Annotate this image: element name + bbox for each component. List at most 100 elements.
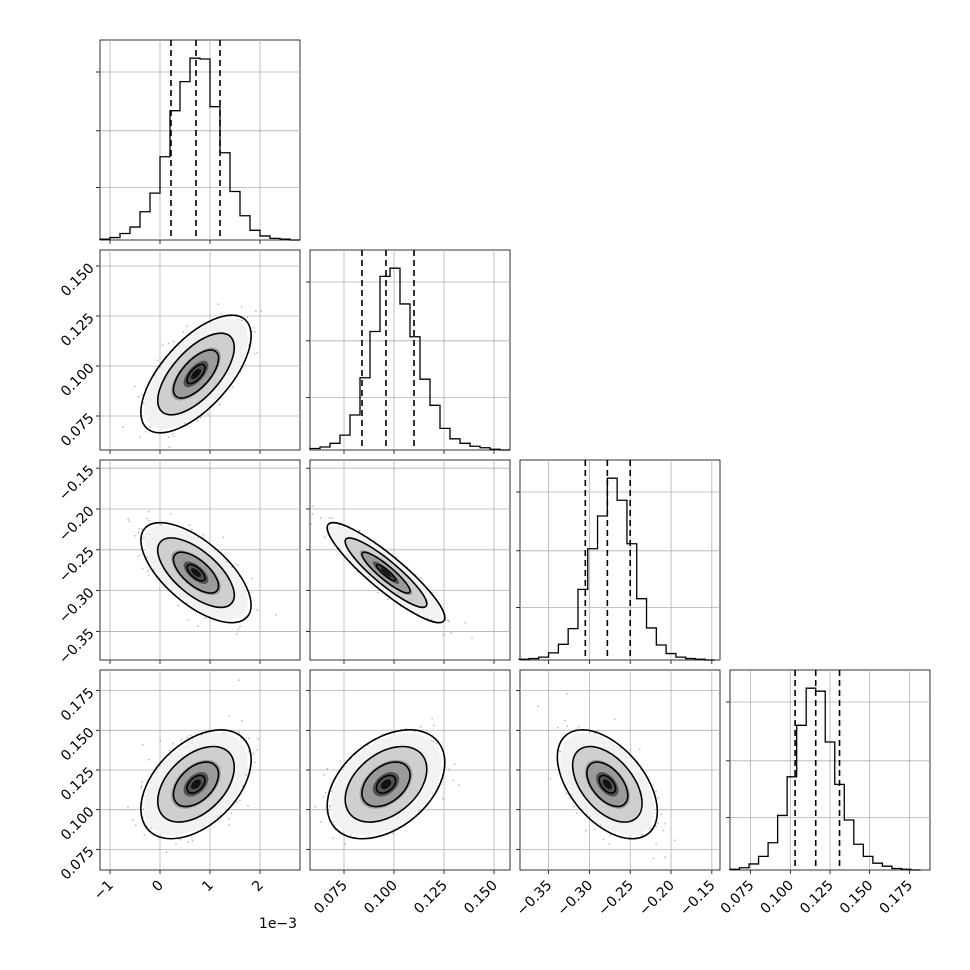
sample-point <box>447 619 449 621</box>
sample-point <box>331 790 334 793</box>
sample-point <box>141 528 143 530</box>
panel-2-0: −0.35−0.30−0.25−0.20−0.15 <box>56 459 301 667</box>
sample-point <box>662 829 665 832</box>
sample-point <box>328 804 331 807</box>
sample-point <box>179 838 182 841</box>
y-tick-label: 0.125 <box>58 310 98 350</box>
sample-point <box>228 824 231 826</box>
panel-1-0: 0.075 0.100 0.125 0.150 <box>58 249 301 454</box>
y-tick-label: 0.100 <box>58 360 98 400</box>
sample-point <box>312 505 314 508</box>
contour-2 <box>361 761 411 808</box>
scatter-cloud <box>127 679 260 854</box>
y-tick-label: 0.175 <box>58 685 98 725</box>
sample-point <box>250 577 253 580</box>
sample-point <box>420 577 422 579</box>
contour-0 <box>140 314 252 434</box>
contour-2 <box>172 761 220 808</box>
sample-point <box>452 779 454 782</box>
sample-point <box>594 828 596 831</box>
sample-point <box>577 725 580 728</box>
sample-point <box>328 527 331 529</box>
sample-point <box>638 748 641 751</box>
sample-point <box>453 763 456 766</box>
x-tick-label: −0.20 <box>636 878 678 920</box>
sample-point <box>556 726 559 729</box>
sample-point <box>228 817 230 820</box>
sample-point <box>549 778 552 780</box>
sample-point <box>159 740 162 742</box>
sample-point <box>182 331 185 333</box>
sample-point <box>649 827 652 830</box>
sample-point <box>613 718 616 721</box>
sample-point <box>471 636 473 639</box>
sample-point <box>323 536 326 538</box>
contour-0 <box>326 521 446 624</box>
sample-point <box>201 734 203 736</box>
sample-point <box>323 773 325 776</box>
sample-point <box>448 620 450 623</box>
sample-point <box>133 385 136 388</box>
sample-point <box>141 537 144 540</box>
x-tick-label: 0.100 <box>757 878 797 918</box>
sample-point <box>322 796 325 798</box>
sample-point <box>602 838 605 841</box>
sample-point <box>566 725 568 728</box>
sample-point <box>442 634 445 636</box>
sample-point <box>202 533 205 536</box>
panel-grid: 0.0750.1000.1250.150−0.35−0.30−0.25−0.20… <box>56 39 931 920</box>
sample-point <box>367 744 369 747</box>
sample-point <box>186 736 188 739</box>
sample-point <box>177 604 180 607</box>
sample-point <box>147 570 149 572</box>
sample-point <box>332 837 335 840</box>
sample-point <box>565 792 568 795</box>
sample-point <box>240 306 243 308</box>
sample-point <box>238 679 240 681</box>
y-tick-label: 0.075 <box>58 844 98 884</box>
sample-point <box>377 591 379 594</box>
sample-point <box>237 628 240 630</box>
sample-point <box>254 310 257 313</box>
sample-point <box>128 520 131 523</box>
panel-frame <box>99 459 301 661</box>
sample-point <box>240 737 242 740</box>
sample-point <box>238 799 241 802</box>
y-tick-label: 0.150 <box>58 725 98 765</box>
panel-frame <box>519 459 721 661</box>
x-tick-label: −0.15 <box>677 878 719 920</box>
sample-point <box>663 822 666 825</box>
sample-point <box>238 731 240 734</box>
sample-point <box>256 749 259 751</box>
density-level-4 <box>380 568 392 578</box>
scatter-cloud <box>121 303 263 449</box>
sample-point <box>172 340 175 343</box>
x-tick-label: 0.075 <box>718 878 758 918</box>
panel-3-2: −0.35 −0.30 −0.25 −0.20 −0.15 <box>514 669 721 920</box>
sample-point <box>240 719 243 722</box>
sample-point <box>167 342 170 345</box>
sample-point <box>256 352 258 354</box>
contour-3 <box>186 363 206 385</box>
sample-point <box>235 801 238 804</box>
panel-0-0 <box>96 39 301 244</box>
y-tick-label: 0.125 <box>58 764 98 804</box>
sample-point <box>433 724 435 727</box>
contour-1 <box>344 745 428 823</box>
sample-point <box>171 432 174 435</box>
sample-point <box>254 331 256 333</box>
sample-point <box>217 303 220 306</box>
sample-point <box>326 767 329 770</box>
histogram-0 <box>99 57 300 241</box>
x-tick-label: 0.125 <box>411 878 451 918</box>
sample-point <box>204 617 206 620</box>
x-tick-label: 0.150 <box>461 878 501 918</box>
contour-1 <box>156 537 236 609</box>
contour-3 <box>186 774 206 794</box>
sample-point <box>310 522 312 525</box>
sample-point <box>537 705 540 708</box>
sample-point <box>247 805 250 807</box>
sample-point <box>652 857 655 860</box>
sample-point <box>311 513 314 515</box>
sample-point <box>450 632 453 634</box>
